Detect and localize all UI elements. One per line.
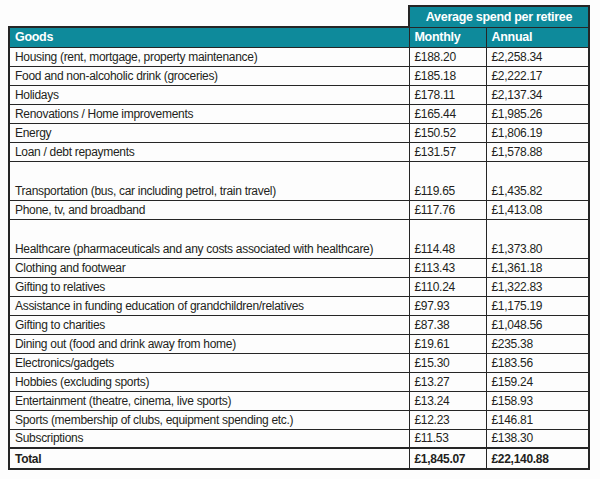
annual-cell: £1,985.26	[486, 104, 589, 123]
table-row: Energy£150.52£1,806.19	[9, 123, 589, 142]
group-header-row: Average spend per retiree	[9, 6, 589, 27]
goods-cell: Subscriptions	[9, 429, 409, 448]
goods-cell: Entertainment (theatre, cinema, live spo…	[9, 391, 409, 410]
annual-cell: £1,048.56	[486, 315, 589, 334]
column-header-row: Goods Monthly Annual	[9, 27, 589, 47]
table-row: Transportation (bus, car including petro…	[9, 161, 589, 200]
retiree-spend-table: Average spend per retiree Goods Monthly …	[8, 5, 590, 470]
goods-cell: Sports (membership of clubs, equipment s…	[9, 410, 409, 429]
table-row: Electronics/gadgets£15.30£183.56	[9, 353, 589, 372]
goods-cell: Holidays	[9, 85, 409, 104]
table-row: Assistance in funding education of grand…	[9, 296, 589, 315]
monthly-cell: £110.24	[409, 277, 486, 296]
table-row: Dining out (food and drink away from hom…	[9, 334, 589, 353]
monthly-cell: £13.24	[409, 391, 486, 410]
table-row: Sports (membership of clubs, equipment s…	[9, 410, 589, 429]
annual-cell: £158.93	[486, 391, 589, 410]
goods-cell: Total	[9, 448, 409, 469]
monthly-cell: £19.61	[409, 334, 486, 353]
table-row: Renovations / Home improvements£165.44£1…	[9, 104, 589, 123]
monthly-cell: £12.23	[409, 410, 486, 429]
annual-cell: £159.24	[486, 372, 589, 391]
total-row: Total£1,845.07£22,140.88	[9, 448, 589, 469]
column-header-annual: Annual	[486, 27, 589, 47]
annual-cell: £2,137.34	[486, 85, 589, 104]
goods-cell: Assistance in funding education of grand…	[9, 296, 409, 315]
monthly-cell: £87.38	[409, 315, 486, 334]
monthly-cell: £185.18	[409, 66, 486, 85]
annual-cell: £146.81	[486, 410, 589, 429]
monthly-cell: £13.27	[409, 372, 486, 391]
table-body: Housing (rent, mortgage, property mainte…	[9, 47, 589, 469]
monthly-cell: £114.48	[409, 219, 486, 258]
header-spacer	[9, 6, 409, 27]
group-header-title: Average spend per retiree	[409, 6, 589, 27]
column-header-goods: Goods	[9, 27, 409, 47]
annual-cell: £2,222.17	[486, 66, 589, 85]
monthly-cell: £119.65	[409, 161, 486, 200]
page: Average spend per retiree Goods Monthly …	[0, 0, 600, 479]
annual-cell: £1,578.88	[486, 142, 589, 161]
annual-cell: £138.30	[486, 429, 589, 448]
table-row: Subscriptions£11.53£138.30	[9, 429, 589, 448]
table-row: Gifting to charities£87.38£1,048.56	[9, 315, 589, 334]
annual-cell: £1,373.80	[486, 219, 589, 258]
monthly-cell: £1,845.07	[409, 448, 486, 469]
goods-cell: Healthcare (pharmaceuticals and any cost…	[9, 219, 409, 258]
annual-cell: £1,175.19	[486, 296, 589, 315]
goods-cell: Transportation (bus, car including petro…	[9, 161, 409, 200]
table-row: Clothing and footwear£113.43£1,361.18	[9, 258, 589, 277]
table-row: Hobbies (excluding sports)£13.27£159.24	[9, 372, 589, 391]
table-row: Entertainment (theatre, cinema, live spo…	[9, 391, 589, 410]
column-header-monthly: Monthly	[409, 27, 486, 47]
table-row: Gifting to relatives£110.24£1,322.83	[9, 277, 589, 296]
goods-cell: Dining out (food and drink away from hom…	[9, 334, 409, 353]
table-row: Holidays£178.11£2,137.34	[9, 85, 589, 104]
monthly-cell: £11.53	[409, 429, 486, 448]
goods-cell: Renovations / Home improvements	[9, 104, 409, 123]
goods-cell: Clothing and footwear	[9, 258, 409, 277]
annual-cell: £1,361.18	[486, 258, 589, 277]
table-row: Phone, tv, and broadband£117.76£1,413.08	[9, 200, 589, 219]
goods-cell: Hobbies (excluding sports)	[9, 372, 409, 391]
goods-cell: Gifting to relatives	[9, 277, 409, 296]
annual-cell: £1,806.19	[486, 123, 589, 142]
monthly-cell: £97.93	[409, 296, 486, 315]
goods-cell: Housing (rent, mortgage, property mainte…	[9, 47, 409, 66]
annual-cell: £183.56	[486, 353, 589, 372]
table-row: Healthcare (pharmaceuticals and any cost…	[9, 219, 589, 258]
table-row: Housing (rent, mortgage, property mainte…	[9, 47, 589, 66]
goods-cell: Energy	[9, 123, 409, 142]
table-row: Loan / debt repayments£131.57£1,578.88	[9, 142, 589, 161]
monthly-cell: £150.52	[409, 123, 486, 142]
annual-cell: £1,435.82	[486, 161, 589, 200]
monthly-cell: £117.76	[409, 200, 486, 219]
goods-cell: Phone, tv, and broadband	[9, 200, 409, 219]
annual-cell: £22,140.88	[486, 448, 589, 469]
annual-cell: £1,413.08	[486, 200, 589, 219]
goods-cell: Electronics/gadgets	[9, 353, 409, 372]
monthly-cell: £113.43	[409, 258, 486, 277]
annual-cell: £1,322.83	[486, 277, 589, 296]
annual-cell: £235.38	[486, 334, 589, 353]
monthly-cell: £188.20	[409, 47, 486, 66]
goods-cell: Gifting to charities	[9, 315, 409, 334]
goods-cell: Loan / debt repayments	[9, 142, 409, 161]
goods-cell: Food and non-alcoholic drink (groceries)	[9, 66, 409, 85]
monthly-cell: £15.30	[409, 353, 486, 372]
monthly-cell: £131.57	[409, 142, 486, 161]
table-row: Food and non-alcoholic drink (groceries)…	[9, 66, 589, 85]
monthly-cell: £165.44	[409, 104, 486, 123]
annual-cell: £2,258.34	[486, 47, 589, 66]
monthly-cell: £178.11	[409, 85, 486, 104]
